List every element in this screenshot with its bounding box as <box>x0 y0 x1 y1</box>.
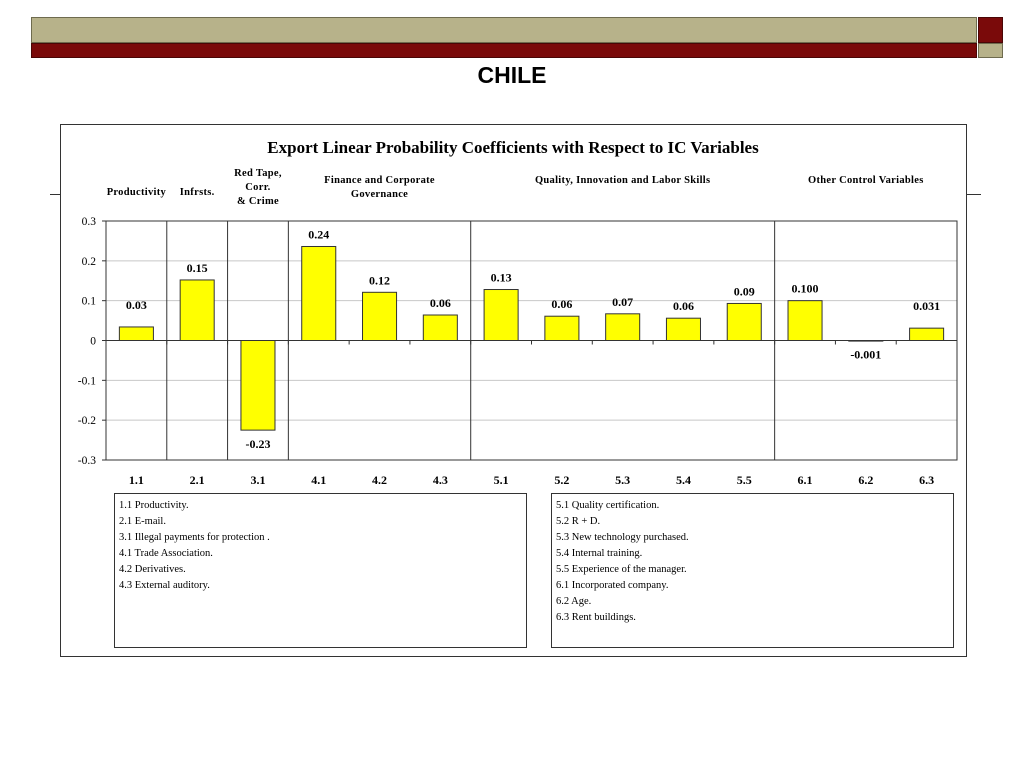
bar <box>118 326 154 341</box>
legend-box-left: 1.1 Productivity. 2.1 E-mail. 3.1 Illega… <box>114 493 527 648</box>
header-corner-square-maroon <box>978 17 1003 43</box>
x-tick-label: 5.5 <box>737 473 752 487</box>
x-tick-label: 4.3 <box>433 473 448 487</box>
bar <box>240 340 276 431</box>
chart-title: Export Linear Probability Coefficients w… <box>267 138 759 157</box>
x-tick-label: 4.1 <box>311 473 326 487</box>
legend-item: 3.1 Illegal payments for protection . <box>119 532 270 543</box>
x-tick-label: 6.1 <box>798 473 813 487</box>
x-tick-label: 4.2 <box>372 473 387 487</box>
x-tick-label: 5.1 <box>494 473 509 487</box>
group-label: Other Control Variables <box>808 175 924 186</box>
legend-item: 5.2 R + D. <box>556 516 601 527</box>
bar <box>848 340 884 342</box>
group-label: Productivity <box>107 187 167 198</box>
x-tick-label: 6.2 <box>858 473 873 487</box>
bar <box>301 245 337 341</box>
group-label: Corr. <box>245 182 270 193</box>
group-label: Red Tape, <box>234 168 282 179</box>
y-tick-label: -0.1 <box>78 375 96 387</box>
legend-item: 1.1 Productivity. <box>119 500 189 511</box>
x-tick-label: 1.1 <box>129 473 144 487</box>
legend-item: 5.3 New technology purchased. <box>556 532 689 543</box>
bar <box>422 314 458 342</box>
data-label: 0.09 <box>734 284 755 298</box>
data-label: -0.23 <box>245 437 270 451</box>
legend-box-right: 5.1 Quality certification. 5.2 R + D. 5.… <box>551 493 954 648</box>
header-corner-square-olive <box>978 43 1003 58</box>
y-tick-label: -0.3 <box>78 455 96 467</box>
legend-item: 5.4 Internal training. <box>556 548 643 559</box>
x-tick-label: 5.2 <box>554 473 569 487</box>
x-tick-label: 5.3 <box>615 473 630 487</box>
bar <box>483 289 519 342</box>
legend-item: 6.3 Rent buildings. <box>556 612 636 623</box>
bar <box>726 302 762 341</box>
data-label: 0.06 <box>430 296 451 310</box>
bar <box>544 315 580 341</box>
x-tick-label: 5.4 <box>676 473 691 487</box>
legend-item: 6.2 Age. <box>556 596 592 607</box>
x-tick-label: 6.3 <box>919 473 934 487</box>
data-label: 0.100 <box>792 282 819 296</box>
right-divider-line <box>967 194 981 195</box>
bar <box>665 317 701 341</box>
bar <box>605 313 641 341</box>
slide-title: CHILE <box>477 62 547 88</box>
group-label: Finance and Corporate <box>324 175 435 186</box>
group-label: Quality, Innovation and Labor Skills <box>535 175 710 186</box>
legend-item: 4.3 External auditory. <box>119 580 210 591</box>
bar <box>179 279 215 342</box>
x-tick-label: 3.1 <box>250 473 265 487</box>
data-label: 0.06 <box>551 297 572 311</box>
data-label: 0.15 <box>187 261 208 275</box>
x-tick-label: 2.1 <box>190 473 205 487</box>
y-tick-label: 0.3 <box>82 216 97 228</box>
y-tick-label: -0.2 <box>78 415 96 427</box>
data-label: 0.24 <box>308 227 329 241</box>
group-label: & Crime <box>237 196 279 207</box>
header-olive-bar <box>31 17 977 43</box>
data-label: 0.03 <box>126 298 147 312</box>
left-divider-line <box>50 194 61 195</box>
data-label: -0.001 <box>850 348 881 362</box>
chart-panel: Export Linear Probability Coefficients w… <box>60 124 967 657</box>
data-label: 0.12 <box>369 273 390 287</box>
bar <box>362 291 398 341</box>
data-label: 0.031 <box>913 299 940 313</box>
bar <box>909 327 945 342</box>
y-tick-label: 0.1 <box>82 296 97 308</box>
bar-chart: Export Linear Probability Coefficients w… <box>78 138 958 487</box>
legend-item: 6.1 Incorporated company. <box>556 580 669 591</box>
data-label: 0.06 <box>673 299 694 313</box>
data-label: 0.07 <box>612 295 633 309</box>
legend-item: 2.1 E-mail. <box>119 516 166 527</box>
legend-item: 5.1 Quality certification. <box>556 500 660 511</box>
group-label: Infrsts. <box>180 187 215 198</box>
bar <box>787 300 823 342</box>
legend-item: 4.1 Trade Association. <box>119 548 213 559</box>
legend-item: 5.5 Experience of the manager. <box>556 564 687 575</box>
group-label: Governance <box>351 189 408 200</box>
header-maroon-bar <box>31 43 977 58</box>
y-tick-label: 0.2 <box>82 256 97 268</box>
data-label: 0.13 <box>491 271 512 285</box>
legend-item: 4.2 Derivatives. <box>119 564 186 575</box>
y-tick-label: 0 <box>90 336 96 348</box>
